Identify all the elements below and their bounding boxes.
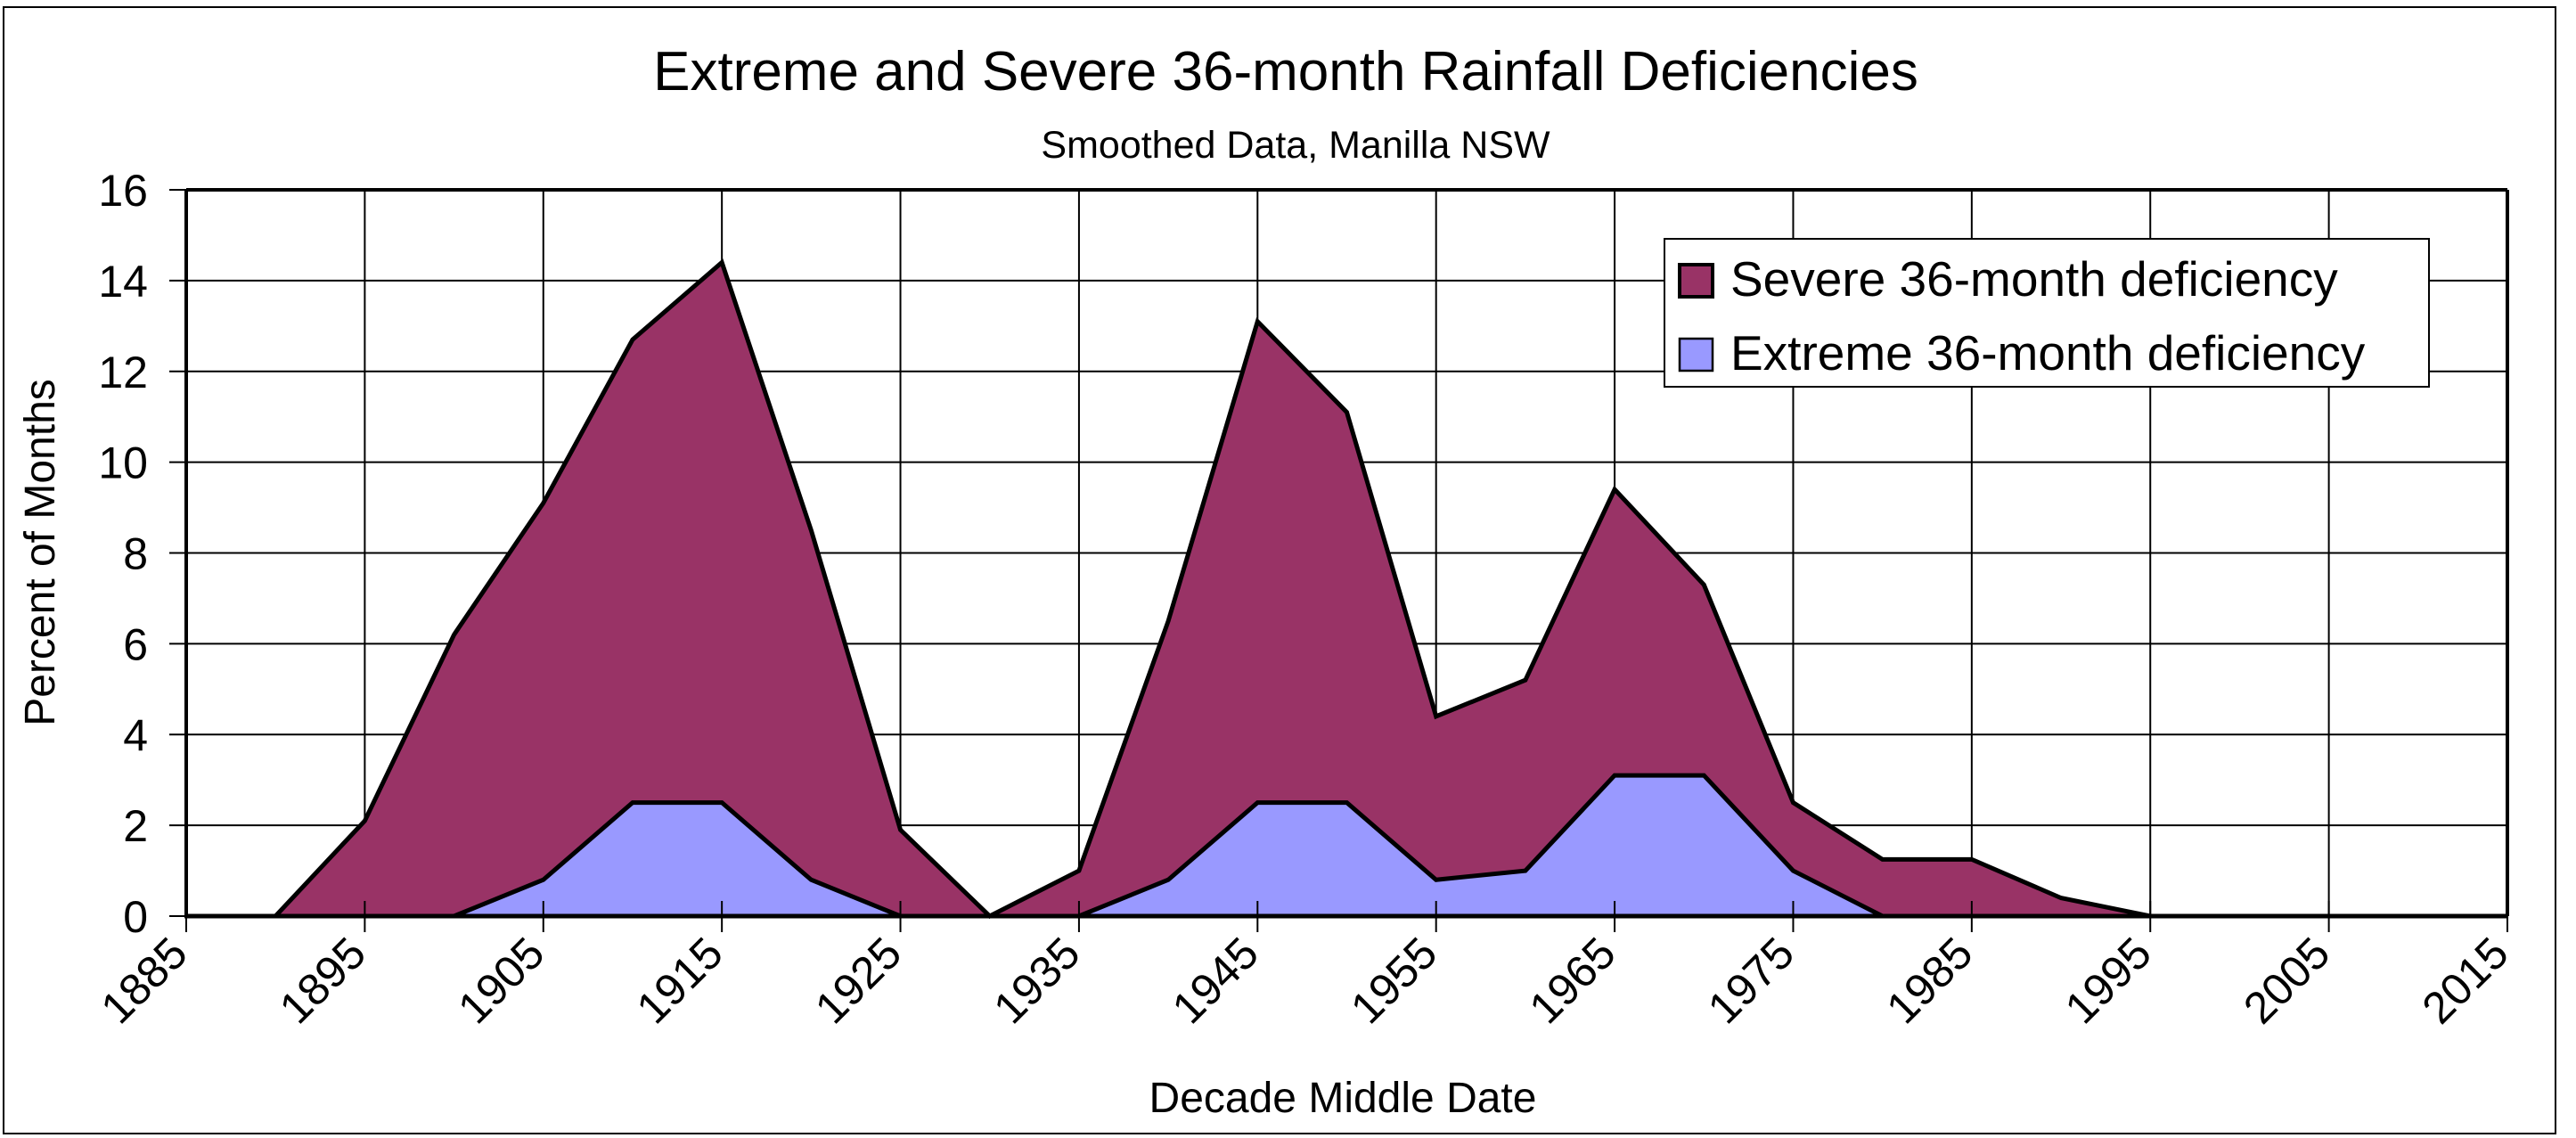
- y-axis-label: Percent of Months: [17, 379, 64, 726]
- x-tick-label: 1915: [627, 928, 732, 1033]
- x-tick-label: 1925: [806, 928, 911, 1033]
- x-tick-label: 1905: [448, 928, 553, 1033]
- y-tick-label: 0: [123, 892, 148, 942]
- legend-label-extreme: Extreme 36-month deficiency: [1730, 325, 2366, 381]
- y-tick-label: 2: [123, 801, 148, 851]
- x-tick-label: 1995: [2056, 928, 2161, 1033]
- y-tick-label: 6: [123, 619, 148, 669]
- y-tick-labels: 0 2 4 6 8 10 12 14 16: [98, 166, 148, 942]
- x-axis-label: Decade Middle Date: [1149, 1075, 1537, 1122]
- legend-box: [1664, 238, 2430, 388]
- legend: Severe 36-month deficiency Extreme 36-mo…: [1664, 238, 2430, 388]
- chart-title: Extreme and Severe 36-month Rainfall Def…: [653, 41, 1918, 102]
- x-tick-label: 1935: [984, 928, 1089, 1033]
- area-extreme: [186, 775, 2507, 916]
- area-severe: [186, 262, 2507, 916]
- area-severe-outline: [186, 258, 2507, 920]
- x-tick-label: 2015: [2413, 928, 2518, 1033]
- y-tick-label: 16: [98, 166, 148, 216]
- x-tick-label: 1975: [1698, 928, 1803, 1033]
- x-tick-label: 1955: [1341, 928, 1446, 1033]
- series-areas: [186, 258, 2507, 920]
- legend-swatch-extreme: [1678, 337, 1714, 373]
- y-tick-label: 8: [123, 529, 148, 579]
- chart-frame: [3, 6, 2556, 1134]
- y-tick-label: 12: [98, 348, 148, 397]
- x-tick-label: 1895: [270, 928, 375, 1033]
- x-tick-label: 1885: [92, 928, 197, 1033]
- x-tick-label: 1945: [1163, 928, 1268, 1033]
- x-tick-label: 1965: [1520, 928, 1625, 1033]
- x-tick-label: 2005: [2234, 928, 2339, 1033]
- axes: [169, 188, 2509, 932]
- x-tick-labels: 1885 1895 1905 1915 1925 1935 1945 1955 1965 1975…: [92, 928, 2518, 1033]
- y-tick-label: 4: [123, 710, 148, 760]
- y-tick-label: 14: [98, 257, 148, 307]
- legend-swatch-severe: [1678, 263, 1714, 299]
- legend-label-severe: Severe 36-month deficiency: [1730, 251, 2338, 307]
- y-tick-label: 10: [98, 438, 148, 488]
- x-tick-label: 1985: [1877, 928, 1982, 1033]
- chart-subtitle: Smoothed Data, Manilla NSW: [1041, 124, 1550, 167]
